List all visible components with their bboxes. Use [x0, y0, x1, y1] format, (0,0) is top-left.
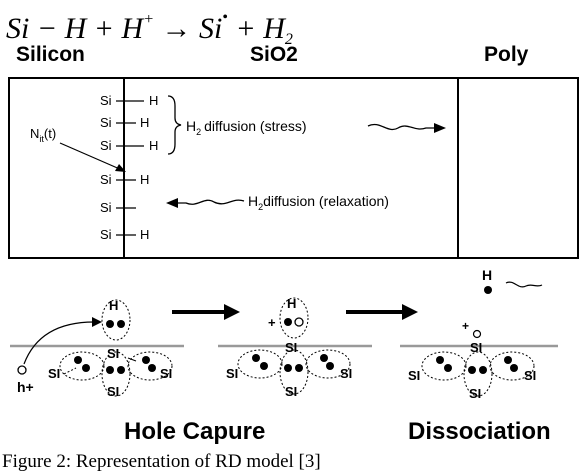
stage-label-dissociation: Dissociation: [408, 418, 551, 445]
si-atom: SI: [524, 368, 536, 383]
h-group-brace: [167, 95, 182, 155]
eq-h-ion: H: [121, 12, 144, 45]
stage2-molecule: H + SI SI SI SI: [226, 296, 352, 399]
diffusion-relaxation-arrowhead: [166, 198, 178, 208]
released-h-squiggle: [505, 281, 543, 288]
structure-box: [8, 77, 579, 259]
stage1-molecule: H SI SI SI SI h+: [17, 298, 173, 399]
region-silicon-label: Silicon: [16, 43, 85, 66]
hole-capture-arrow: [23, 321, 95, 365]
charge-plus: +: [462, 319, 469, 333]
eq-minus: −: [36, 12, 58, 45]
h-atom-label: H: [149, 138, 158, 153]
si-atom-label: Si: [100, 227, 112, 242]
si-atom-label: Si: [100, 93, 112, 108]
si-atom: SI: [469, 386, 481, 401]
diffusion-stress-arrowhead: [434, 123, 446, 133]
si-dangling-row: Si: [100, 200, 136, 215]
diffusion-relaxation-squiggle: [176, 199, 245, 205]
si-h-row: Si H: [100, 138, 158, 153]
eq-plus: +: [93, 12, 115, 45]
region-poly-label: Poly: [484, 43, 529, 66]
eq-si: Si: [6, 12, 30, 45]
si-atom-label: Si: [100, 115, 112, 130]
eq-radical-dot: •: [222, 9, 228, 26]
hole-label: h+: [17, 379, 34, 395]
si-atom: SI: [48, 366, 60, 381]
stage-arrowhead-1: [224, 304, 240, 320]
released-h-atom: H: [482, 267, 492, 283]
h-atom-label: H: [149, 93, 158, 108]
hole-symbol: [17, 365, 27, 375]
si-atom: SI: [470, 340, 482, 355]
diffusion-stress-label: H2 diffusion (stress): [186, 118, 307, 137]
charge-plus: +: [268, 315, 276, 330]
nit-arrow: [59, 142, 123, 171]
si-h-row: Si H: [100, 227, 149, 242]
stage-label-hole-capture: Hole Capure: [124, 418, 266, 445]
eq-h2: H: [263, 12, 285, 45]
si-atom-label: Si: [100, 138, 112, 153]
si-h-bonds: Si H Si H Si H Si H Si Si H: [100, 93, 158, 242]
si-h-row: Si H: [100, 115, 149, 130]
nit-label: Nit(t): [30, 126, 56, 144]
si-atom-label: Si: [100, 172, 112, 187]
si-atom: SI: [107, 384, 119, 399]
si-atom: SI: [340, 366, 352, 381]
diffusion-stress-squiggle: [367, 123, 436, 131]
si-atom: SI: [226, 366, 238, 381]
h-atom-label: H: [140, 227, 149, 242]
reaction-equation: Si − H + H+ → Si• + H2: [6, 0, 293, 58]
diffusion-relaxation-label: H2diffusion (relaxation): [248, 193, 389, 212]
si-atom: SI: [285, 384, 297, 399]
h-atom-label: H: [140, 115, 149, 130]
stage3-molecule: H + SI SI SI SI: [408, 267, 543, 401]
h-atom-label: H: [140, 172, 149, 187]
si-atom-label: Si: [100, 200, 112, 215]
eq-arrow: →: [161, 12, 192, 45]
si-atom: SI: [107, 346, 119, 361]
h-atom: H: [109, 298, 118, 313]
eq-plus-2: +: [235, 12, 256, 45]
eq-h2-subscript: 2: [284, 31, 293, 48]
eq-h: H: [64, 12, 87, 45]
region-sio2-label: SiO2: [250, 43, 298, 66]
figure-caption: Figure 2: Representation of RD model [3]: [2, 451, 321, 472]
nit-arrowhead: [115, 164, 126, 172]
stage-arrowhead-2: [402, 304, 418, 320]
si-atom: SI: [408, 368, 420, 383]
si-h-row: Si H: [100, 172, 149, 187]
eq-si-radical: Si: [198, 12, 223, 45]
si-atom: SI: [285, 340, 297, 355]
si-h-row: Si H: [100, 93, 158, 108]
eq-h-charge: +: [143, 11, 154, 28]
si-atom: SI: [160, 366, 172, 381]
h-atom: H: [287, 296, 296, 311]
hole-capture-arrowhead: [92, 317, 102, 327]
